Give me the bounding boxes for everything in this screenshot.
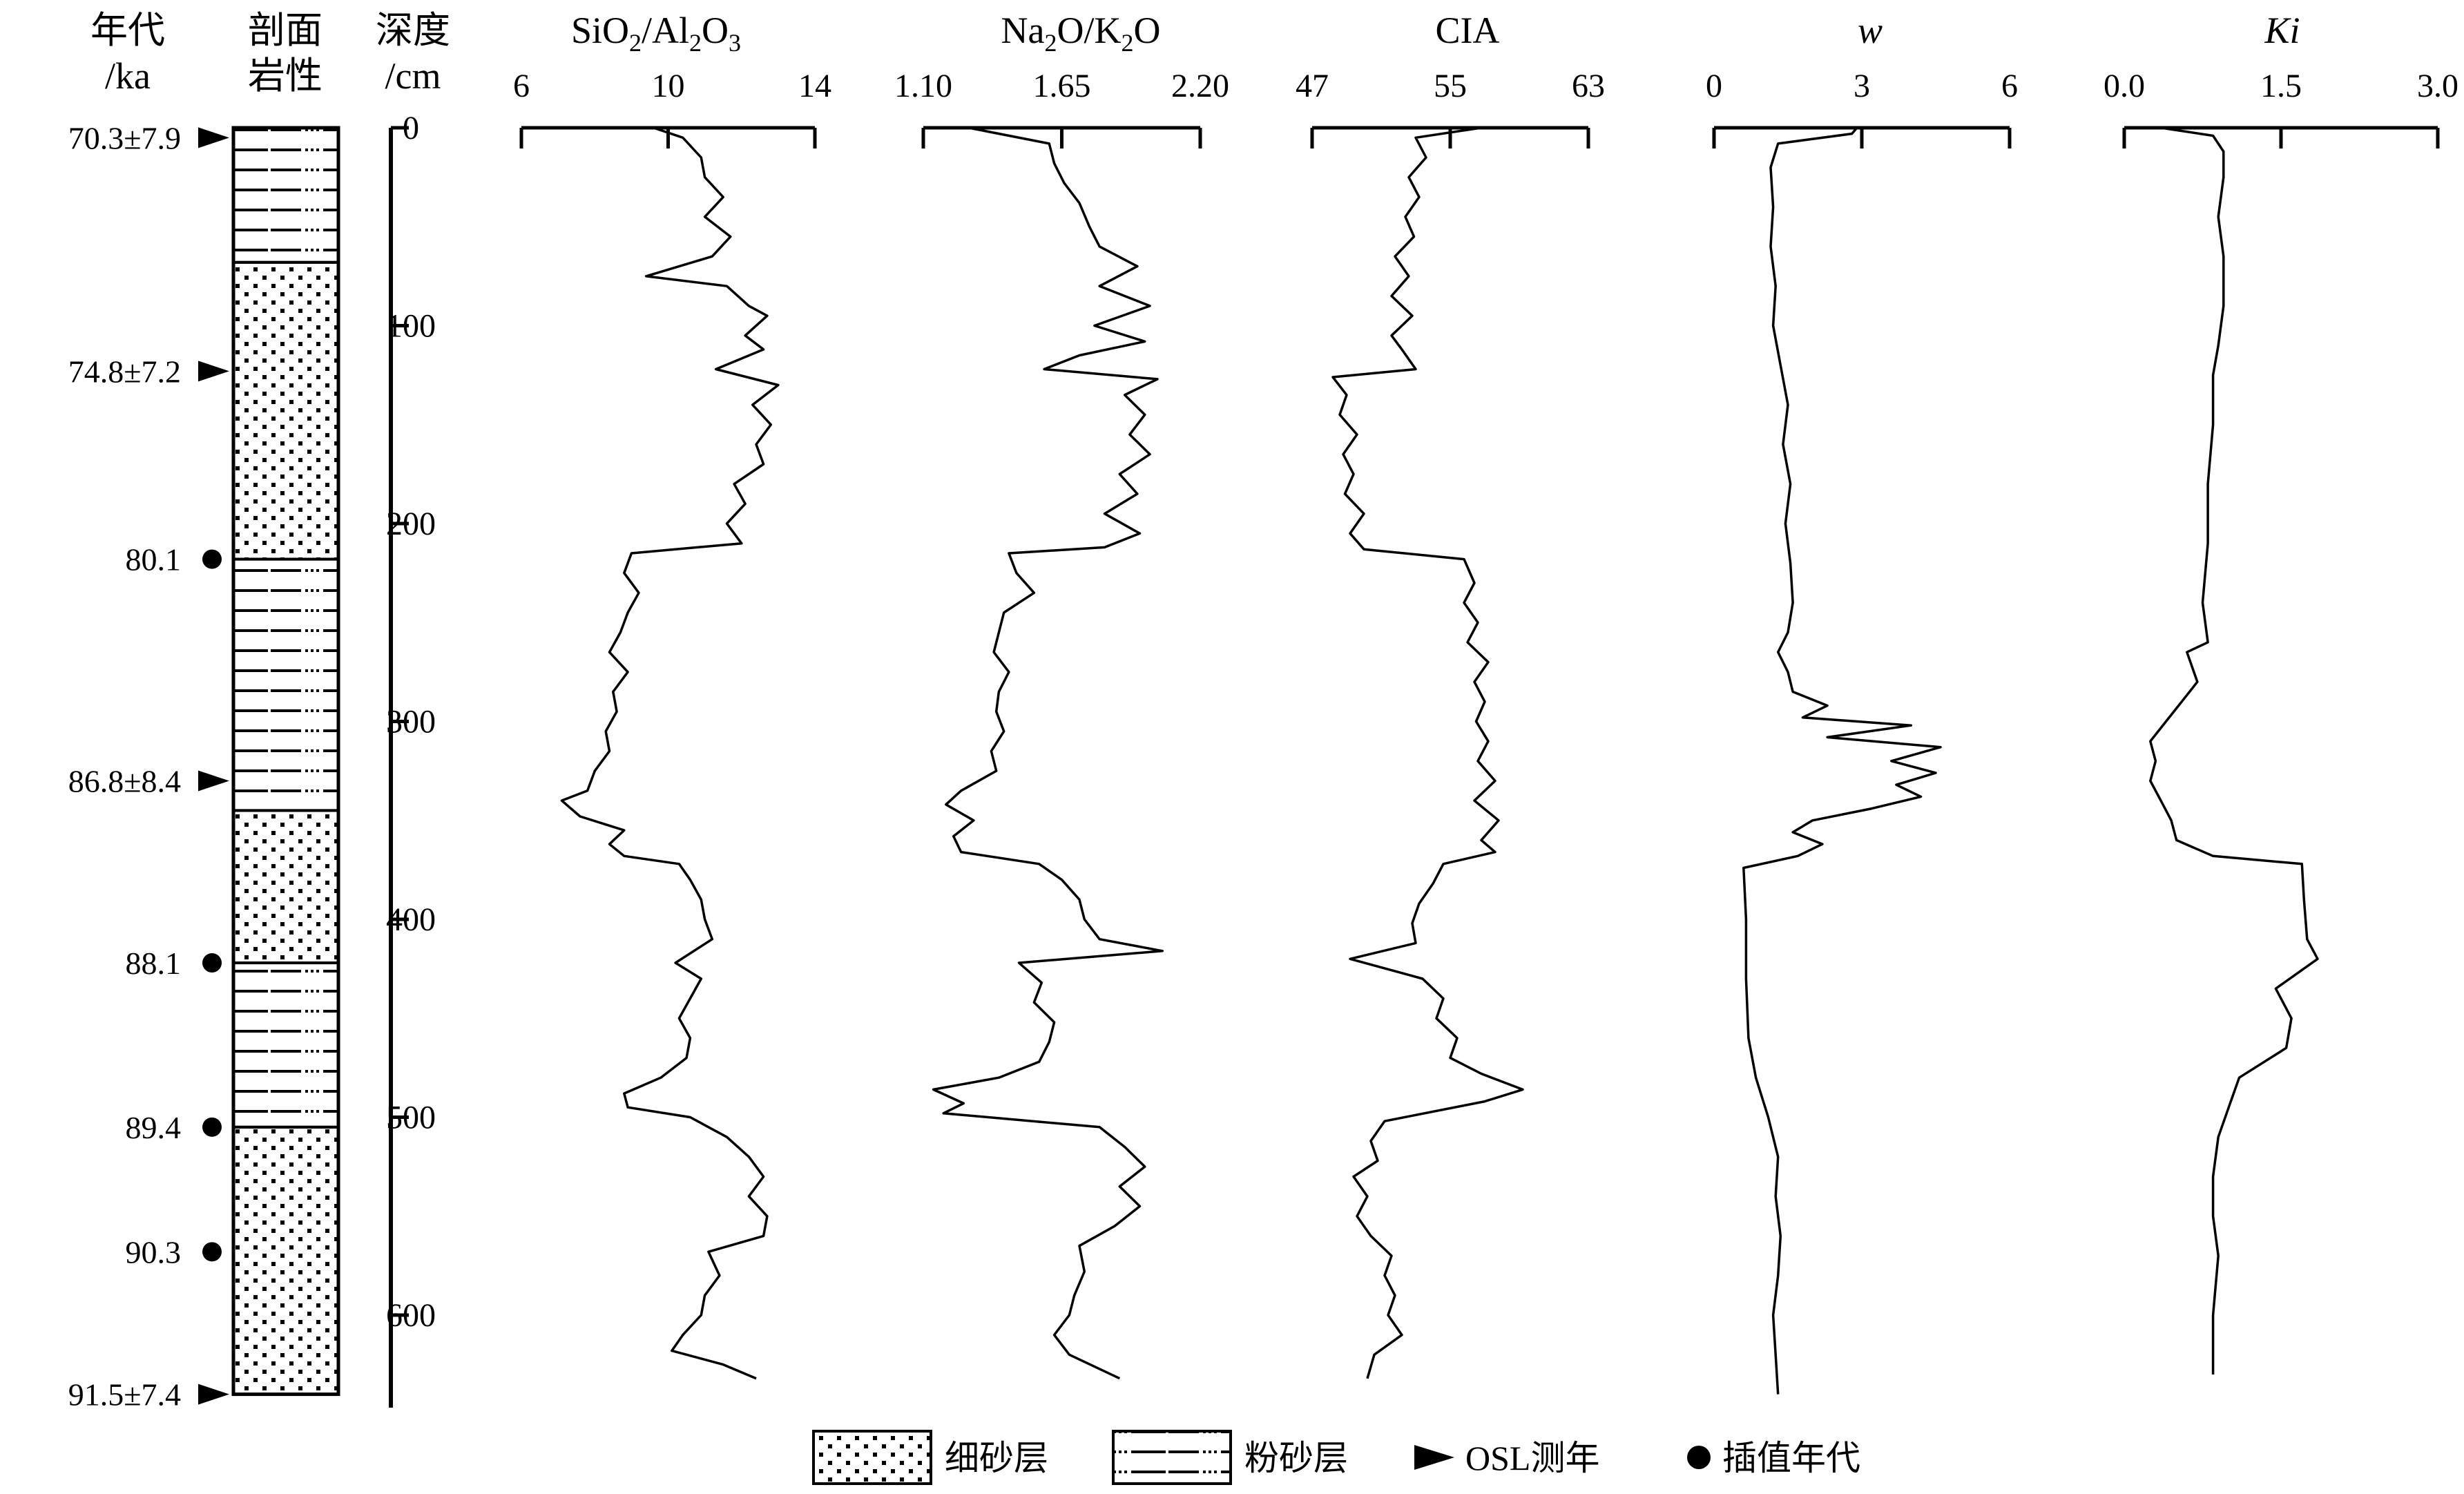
- age-label: 70.3±7.9: [68, 120, 181, 155]
- panel-3: 0 3 6: [1706, 68, 2018, 1395]
- legend-fine-sand-swatch: [812, 1430, 932, 1485]
- panel-tick-label: 1.65: [1033, 68, 1091, 104]
- age-column: 70.3±7.9 74.8±7.2 80.1 86.8±8.4 88.1 89.4 90.3…: [68, 120, 229, 1412]
- depth-tick-label: 100: [386, 308, 436, 345]
- depth-title: 深度: [376, 10, 450, 51]
- panel-0: 6 10 14: [513, 68, 831, 1380]
- fine-sand-layer: [232, 1125, 340, 1396]
- legend-osl-marker: [1414, 1445, 1454, 1470]
- panel-title-w: w: [1858, 10, 1883, 51]
- legend-fine-sand-label: 细砂层: [945, 1439, 1048, 1477]
- age-label: 90.3: [126, 1234, 182, 1270]
- silt-layer: [232, 126, 340, 264]
- depth-axis: 0 100 200 300 400 500 600: [386, 110, 436, 1408]
- silt-layer: [232, 961, 340, 1129]
- lithology-column: [231, 126, 340, 1397]
- panel-title-sio2-al2o3: SiO2/Al2O3: [571, 10, 741, 57]
- panel-tick-label: 3.0: [2417, 68, 2458, 104]
- lithology-column-frame: [231, 126, 340, 1397]
- depth-tick-label: 400: [386, 901, 436, 938]
- interpolated-age-marker: [202, 549, 222, 569]
- legend: 细砂层 粉砂层 OSL测年 插值年代: [812, 1430, 1860, 1485]
- age-label: 91.5±7.4: [68, 1377, 181, 1412]
- panel-tick-label: 63: [1572, 68, 1605, 104]
- panel-tick-label: 1.5: [2260, 68, 2302, 104]
- panel-curve: [2149, 126, 2319, 1375]
- depth-tick-label: 0: [403, 110, 419, 146]
- lithology-title-2: 岩性: [248, 55, 323, 97]
- panel-curve: [932, 126, 1164, 1380]
- osl-marker: [198, 1383, 229, 1405]
- panel-1: 1.10 1.65 2.20: [894, 68, 1229, 1380]
- panel-tick-label: 6: [2001, 68, 2018, 104]
- panel-4: 0.0 1.5 3.0: [2104, 68, 2458, 1375]
- legend-osl-label: OSL测年: [1465, 1439, 1599, 1477]
- interpolated-age-marker: [202, 1242, 222, 1262]
- legend-silt-label: 粉砂层: [1244, 1439, 1348, 1477]
- fine-sand-layer: [232, 809, 340, 965]
- panel-title-cia: CIA: [1436, 10, 1500, 51]
- panel-tick-label: 10: [652, 68, 685, 104]
- osl-marker: [198, 770, 229, 792]
- legend-silt-swatch: [1112, 1430, 1232, 1485]
- fine-sand-layer: [232, 260, 340, 561]
- age-title: 年代: [90, 10, 165, 51]
- panel-curve: [560, 126, 780, 1380]
- panel-tick-label: 6: [513, 68, 530, 104]
- age-label: 89.4: [126, 1110, 182, 1145]
- osl-marker: [198, 361, 229, 382]
- lithology-title-1: 剖面: [248, 10, 323, 51]
- legend-interp-marker: [1687, 1446, 1711, 1469]
- depth-tick-label: 500: [386, 1100, 436, 1136]
- depth-tick-label: 200: [386, 506, 436, 542]
- interpolated-age-marker: [202, 953, 222, 973]
- panel-tick-label: 0.0: [2104, 68, 2145, 104]
- panel-2: 47 55 63: [1296, 68, 1605, 1379]
- panel-tick-label: 55: [1434, 68, 1467, 104]
- age-unit: /ka: [105, 55, 151, 97]
- panel-tick-label: 0: [1706, 68, 1722, 104]
- age-label: 88.1: [126, 946, 182, 981]
- depth-tick-label: 600: [386, 1297, 436, 1334]
- age-label: 80.1: [126, 542, 182, 577]
- panel-curve: [1742, 126, 1942, 1395]
- age-label: 74.8±7.2: [68, 354, 181, 389]
- profile-panels: 6 10 14 1.10 1.65 2.20 47 55 63 0 3 6 0.0 1.5 3.0: [513, 68, 2458, 1395]
- legend-interp-label: 插值年代: [1722, 1439, 1860, 1477]
- panel-tick-label: 3: [1854, 68, 1870, 104]
- panel-curve: [1331, 126, 1524, 1379]
- panel-title-ki: Ki: [2264, 10, 2300, 51]
- panel-title-na2o-k2o: Na2O/K2O: [1001, 10, 1161, 57]
- panel-tick-label: 47: [1296, 68, 1329, 104]
- depth-unit: /cm: [385, 55, 441, 97]
- depth-tick-label: 300: [386, 704, 436, 740]
- osl-marker: [198, 127, 229, 149]
- panel-tick-label: 2.20: [1171, 68, 1229, 104]
- silt-layer: [232, 557, 340, 812]
- age-label: 86.8±8.4: [68, 763, 181, 798]
- panel-tick-label: 14: [798, 68, 831, 104]
- panel-tick-label: 1.10: [894, 68, 952, 104]
- interpolated-age-marker: [202, 1117, 222, 1137]
